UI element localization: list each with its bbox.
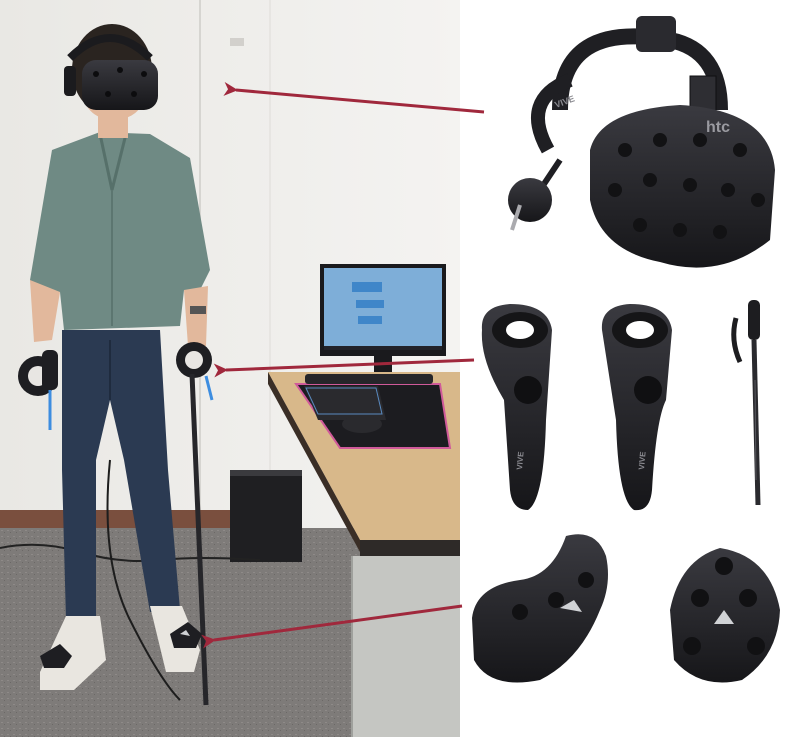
headset-sensor <box>117 67 123 73</box>
controller-right-product: VIVE <box>601 304 672 511</box>
desk <box>230 264 460 737</box>
person <box>18 24 214 706</box>
tracker-side-sensor <box>548 592 564 608</box>
walking-pole <box>189 373 209 706</box>
tracker-top-sensor <box>683 637 701 655</box>
left-shoe <box>40 616 106 690</box>
headset-side-strap <box>531 73 573 154</box>
tracker-top-logo <box>714 610 734 624</box>
monitor-ui-block <box>356 300 384 308</box>
desk-edge-front <box>360 540 460 556</box>
monitor-ui-block <box>352 282 382 292</box>
headset-earpiece <box>64 66 76 96</box>
tracker-side-product <box>472 534 608 683</box>
wall-outlet <box>230 38 244 46</box>
floor-cable <box>0 543 261 562</box>
headset-sensor <box>141 71 147 77</box>
monitor-taskbar <box>324 346 442 350</box>
pole-grip <box>748 300 760 340</box>
controller-left-ring-hole <box>506 321 534 339</box>
headset-sensor <box>105 91 111 97</box>
controller-left-label: VIVE <box>515 451 526 471</box>
wristwatch <box>190 306 206 314</box>
tracker-top-sensor <box>739 589 757 607</box>
controller-left-product: VIVE <box>481 304 552 510</box>
arrow-controller <box>213 358 475 378</box>
mouse <box>342 415 382 433</box>
desk-edge <box>268 372 360 552</box>
left-forearm <box>30 280 60 342</box>
held-left-controller-grip <box>42 350 58 390</box>
tracker-logo <box>180 630 190 636</box>
pole-highlight <box>754 379 757 481</box>
headset-sensor-dimples <box>608 133 765 239</box>
tracker-top-sensor <box>715 557 733 575</box>
controller-cable <box>106 459 181 701</box>
tracker-top-sensor <box>747 637 765 655</box>
tracker-top-product <box>670 548 780 683</box>
arrow-tracker <box>201 604 463 649</box>
controller-right-ring-hole <box>626 321 654 339</box>
tracker-top-sensor <box>691 589 709 607</box>
room-photo <box>0 0 460 737</box>
tracker-side-sensor <box>578 572 594 588</box>
arrow-headset <box>223 81 485 114</box>
monitor-ui-block <box>358 316 382 324</box>
controller-right-label: VIVE <box>637 451 648 471</box>
pole-strap <box>731 317 743 364</box>
pc-tower <box>230 470 302 562</box>
headset-sensor <box>93 71 99 77</box>
held-right-controller-hole <box>185 351 203 369</box>
controller-right-trackpad <box>634 376 662 404</box>
pole-shaft <box>751 339 761 506</box>
jeans <box>62 330 180 620</box>
pc-tower-top <box>230 470 302 476</box>
headset-product: VIVE htc <box>508 16 775 268</box>
headset-brand-logo: htc <box>706 119 730 136</box>
earpiece-hook <box>510 204 522 231</box>
desk-cabinet <box>352 556 460 737</box>
soundbar <box>305 374 433 384</box>
keyboard-rgb <box>305 387 383 415</box>
shirt <box>30 132 210 330</box>
headset-sensor <box>131 91 137 97</box>
headset-strap-buckle <box>636 16 676 52</box>
worn-headstrap <box>67 34 153 61</box>
right-forearm <box>184 286 208 346</box>
walking-pole-product <box>731 300 761 506</box>
controller-lanyard <box>204 375 214 401</box>
tracker-side-sensor <box>512 604 528 620</box>
tracker-side-logo <box>560 600 582 612</box>
left-foot-tracker <box>40 644 72 668</box>
controller-left-trackpad <box>514 376 542 404</box>
worn-headset <box>82 60 158 110</box>
keyboard <box>304 386 386 420</box>
